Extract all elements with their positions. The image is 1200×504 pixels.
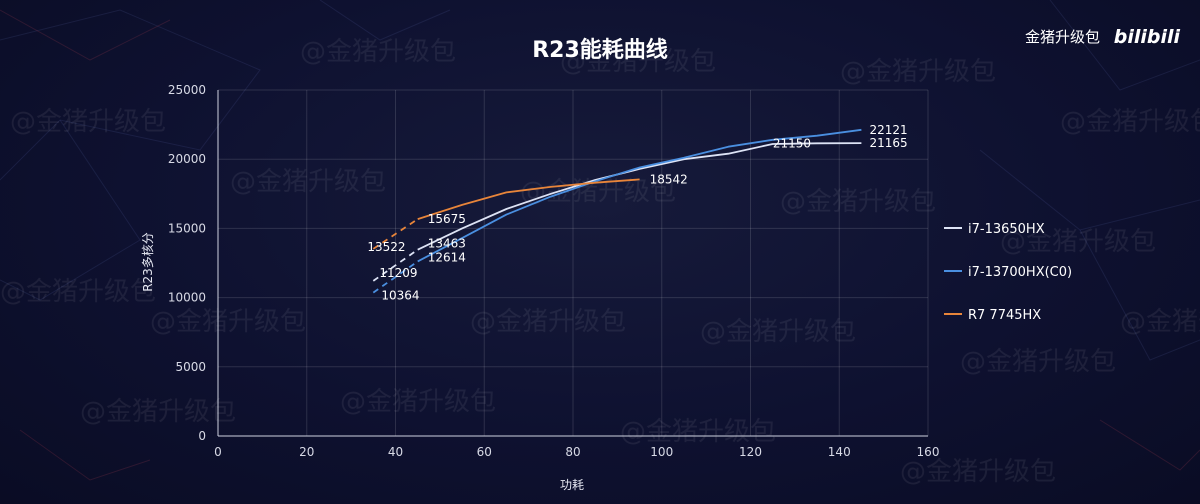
x-tick-label: 140 <box>828 445 851 459</box>
x-tick-label: 40 <box>388 445 403 459</box>
x-tick-label: 80 <box>565 445 580 459</box>
watermark-text: @金猪升级包 <box>340 387 496 417</box>
legend-label: R7 7745HX <box>968 308 1041 323</box>
watermark-text: @金猪升级包 <box>150 307 306 337</box>
watermark-text: @金猪升级包 <box>80 397 236 427</box>
x-tick-label: 60 <box>477 445 492 459</box>
watermark-text: @金猪升级包 <box>300 37 456 67</box>
watermark-text: @金猪升级包 <box>620 417 776 447</box>
bilibili-logo: bilibili <box>1114 26 1181 48</box>
watermark-layer: @金猪升级包@金猪升级包@金猪升级包@金猪升级包@金猪升级包@金猪升级包@金猪升… <box>0 37 1200 487</box>
chart-title: R23能耗曲线 <box>532 37 668 63</box>
watermark-text: @金猪升级包 <box>1120 307 1200 337</box>
y-tick-label: 25000 <box>168 83 206 97</box>
y-tick-label: 5000 <box>175 360 206 374</box>
grid-lines <box>218 90 928 436</box>
data-label: 10364 <box>381 289 419 303</box>
y-tick-label: 15000 <box>168 221 206 235</box>
legend-label: i7-13650HX <box>968 222 1045 237</box>
data-label: 12614 <box>428 250 466 264</box>
y-axis-ticks: 0 5000 10000 15000 20000 25000 <box>168 83 206 443</box>
watermark-text: @金猪升级包 <box>960 347 1116 377</box>
x-tick-label: 160 <box>917 445 940 459</box>
data-label: 15675 <box>428 212 466 226</box>
data-label: 21165 <box>869 136 907 150</box>
watermark-text: @金猪升级包 <box>0 277 156 307</box>
data-label: 11209 <box>379 266 417 280</box>
watermark-text: @金猪升级包 <box>10 107 166 137</box>
legend-label: i7-13700HX(C0) <box>968 265 1072 280</box>
watermark-text: @金猪升级包 <box>1060 107 1200 137</box>
watermark-text: @金猪升级包 <box>700 317 856 347</box>
y-tick-label: 20000 <box>168 152 206 166</box>
watermark-text: @金猪升级包 <box>840 57 996 87</box>
y-tick-label: 0 <box>198 429 206 443</box>
brand-name: 金猪升级包 <box>1025 28 1100 46</box>
data-label: 18542 <box>650 172 688 186</box>
watermark-text: @金猪升级包 <box>780 187 936 217</box>
data-label: 21150 <box>773 136 811 150</box>
x-tick-label: 100 <box>650 445 673 459</box>
watermark-text: @金猪升级包 <box>470 307 626 337</box>
x-tick-label: 120 <box>739 445 762 459</box>
x-tick-label: 0 <box>214 445 222 459</box>
x-axis-ticks: 0 20 40 60 80 100 120 140 160 <box>214 445 939 459</box>
y-axis-title: R23多核分 <box>141 232 155 292</box>
y-tick-label: 10000 <box>168 291 206 305</box>
watermark-text: @金猪升级包 <box>900 457 1056 487</box>
x-axis-title: 功耗 <box>560 478 584 492</box>
x-tick-label: 20 <box>299 445 314 459</box>
data-label: 13522 <box>367 240 405 254</box>
data-label: 22121 <box>869 123 907 137</box>
watermark-text: @金猪升级包 <box>230 167 386 197</box>
data-label: 13463 <box>428 237 466 251</box>
